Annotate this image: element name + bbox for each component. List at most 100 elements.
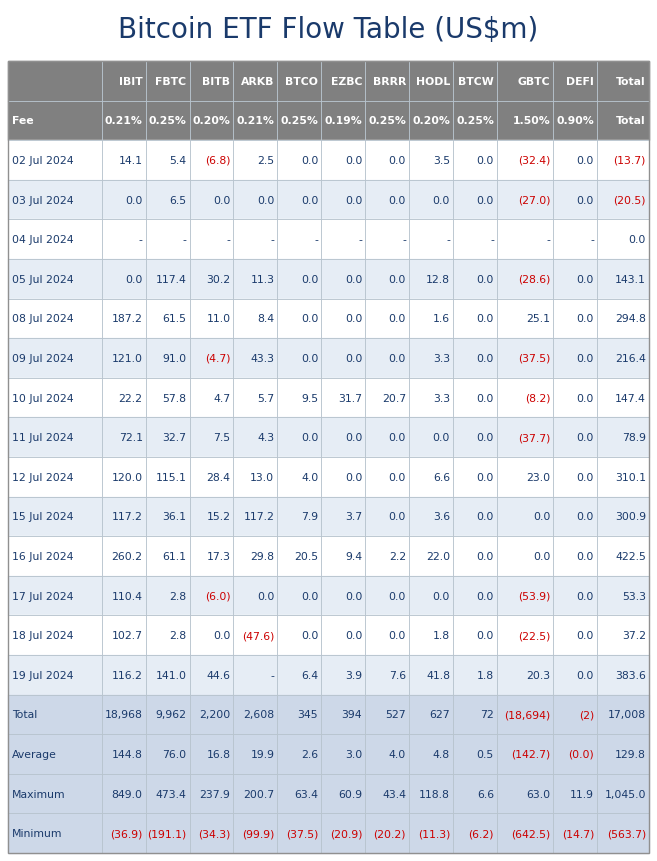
Bar <box>553 655 597 695</box>
Bar <box>497 497 553 536</box>
Bar <box>277 220 321 260</box>
Bar <box>553 774 597 814</box>
Bar <box>233 536 277 576</box>
Bar <box>597 378 649 418</box>
Bar <box>409 774 453 814</box>
Bar <box>497 774 553 814</box>
Text: 43.3: 43.3 <box>250 354 275 363</box>
Text: 0.0: 0.0 <box>577 670 594 680</box>
Bar <box>365 536 409 576</box>
Text: 0.0: 0.0 <box>476 472 494 482</box>
Bar <box>8 378 649 418</box>
Text: (6.2): (6.2) <box>468 828 494 839</box>
Text: 3.3: 3.3 <box>433 393 450 403</box>
Bar <box>409 181 453 220</box>
Text: (20.5): (20.5) <box>614 195 646 206</box>
Bar <box>409 655 453 695</box>
Bar <box>8 734 102 774</box>
Text: 118.8: 118.8 <box>419 789 450 799</box>
Text: 0.0: 0.0 <box>577 630 594 641</box>
Text: EZBC: EZBC <box>330 77 362 87</box>
Bar <box>102 695 146 734</box>
Text: (34.3): (34.3) <box>198 828 231 839</box>
Text: 0.0: 0.0 <box>345 630 362 641</box>
Bar <box>365 814 409 853</box>
Bar <box>409 734 453 774</box>
Text: 8.4: 8.4 <box>258 314 275 324</box>
Bar <box>321 457 365 497</box>
Bar <box>321 102 365 141</box>
Bar <box>453 536 497 576</box>
Text: 0.0: 0.0 <box>389 156 406 166</box>
Bar <box>365 695 409 734</box>
Bar <box>321 339 365 378</box>
Bar <box>409 300 453 339</box>
Text: 0.0: 0.0 <box>476 156 494 166</box>
Text: BITB: BITB <box>202 77 231 87</box>
Text: 129.8: 129.8 <box>615 749 646 759</box>
Bar <box>146 814 189 853</box>
Text: 16.8: 16.8 <box>206 749 231 759</box>
Bar <box>8 141 102 181</box>
Text: 17,008: 17,008 <box>608 709 646 720</box>
Bar <box>233 774 277 814</box>
Bar <box>102 339 146 378</box>
Text: 2,200: 2,200 <box>199 709 231 720</box>
Text: 13.0: 13.0 <box>250 472 275 482</box>
Bar <box>189 774 233 814</box>
Bar <box>409 814 453 853</box>
Bar <box>102 734 146 774</box>
Bar <box>321 655 365 695</box>
Bar <box>146 339 189 378</box>
Bar <box>453 497 497 536</box>
Bar <box>553 497 597 536</box>
Text: -: - <box>227 235 231 245</box>
Bar <box>233 616 277 655</box>
Text: 0.0: 0.0 <box>432 591 450 601</box>
Text: 63.0: 63.0 <box>526 789 550 799</box>
Bar <box>409 378 453 418</box>
Bar <box>365 418 409 457</box>
Bar <box>553 339 597 378</box>
Bar <box>146 774 189 814</box>
Text: 0.0: 0.0 <box>389 433 406 443</box>
Bar <box>189 536 233 576</box>
Text: 02 Jul 2024: 02 Jul 2024 <box>12 156 74 166</box>
Bar <box>146 418 189 457</box>
Text: 0.0: 0.0 <box>213 195 231 206</box>
Bar <box>453 300 497 339</box>
Text: 32.7: 32.7 <box>162 433 187 443</box>
Text: 7.5: 7.5 <box>214 433 231 443</box>
Bar <box>8 220 102 260</box>
Bar <box>8 616 649 655</box>
Bar <box>597 62 649 102</box>
Bar <box>409 457 453 497</box>
Bar <box>597 774 649 814</box>
Text: 17 Jul 2024: 17 Jul 2024 <box>12 591 74 601</box>
Text: 2.5: 2.5 <box>258 156 275 166</box>
Text: -: - <box>490 235 494 245</box>
Bar <box>8 814 649 853</box>
Bar <box>8 260 649 300</box>
Text: 2.8: 2.8 <box>170 591 187 601</box>
Bar <box>8 181 649 220</box>
Bar <box>277 300 321 339</box>
Text: 0.0: 0.0 <box>476 511 494 522</box>
Bar <box>553 576 597 616</box>
Bar <box>233 457 277 497</box>
Text: 187.2: 187.2 <box>112 314 143 324</box>
Text: 473.4: 473.4 <box>156 789 187 799</box>
Text: 0.0: 0.0 <box>345 195 362 206</box>
Bar <box>146 141 189 181</box>
Bar <box>365 576 409 616</box>
Text: 0.0: 0.0 <box>389 472 406 482</box>
Text: (6.8): (6.8) <box>205 156 231 166</box>
Text: 1.8: 1.8 <box>433 630 450 641</box>
Text: BRRR: BRRR <box>373 77 406 87</box>
Text: 5.4: 5.4 <box>170 156 187 166</box>
Text: 0.0: 0.0 <box>432 195 450 206</box>
Text: 394: 394 <box>342 709 362 720</box>
Bar <box>497 378 553 418</box>
Bar <box>8 62 649 102</box>
Text: (22.5): (22.5) <box>518 630 550 641</box>
